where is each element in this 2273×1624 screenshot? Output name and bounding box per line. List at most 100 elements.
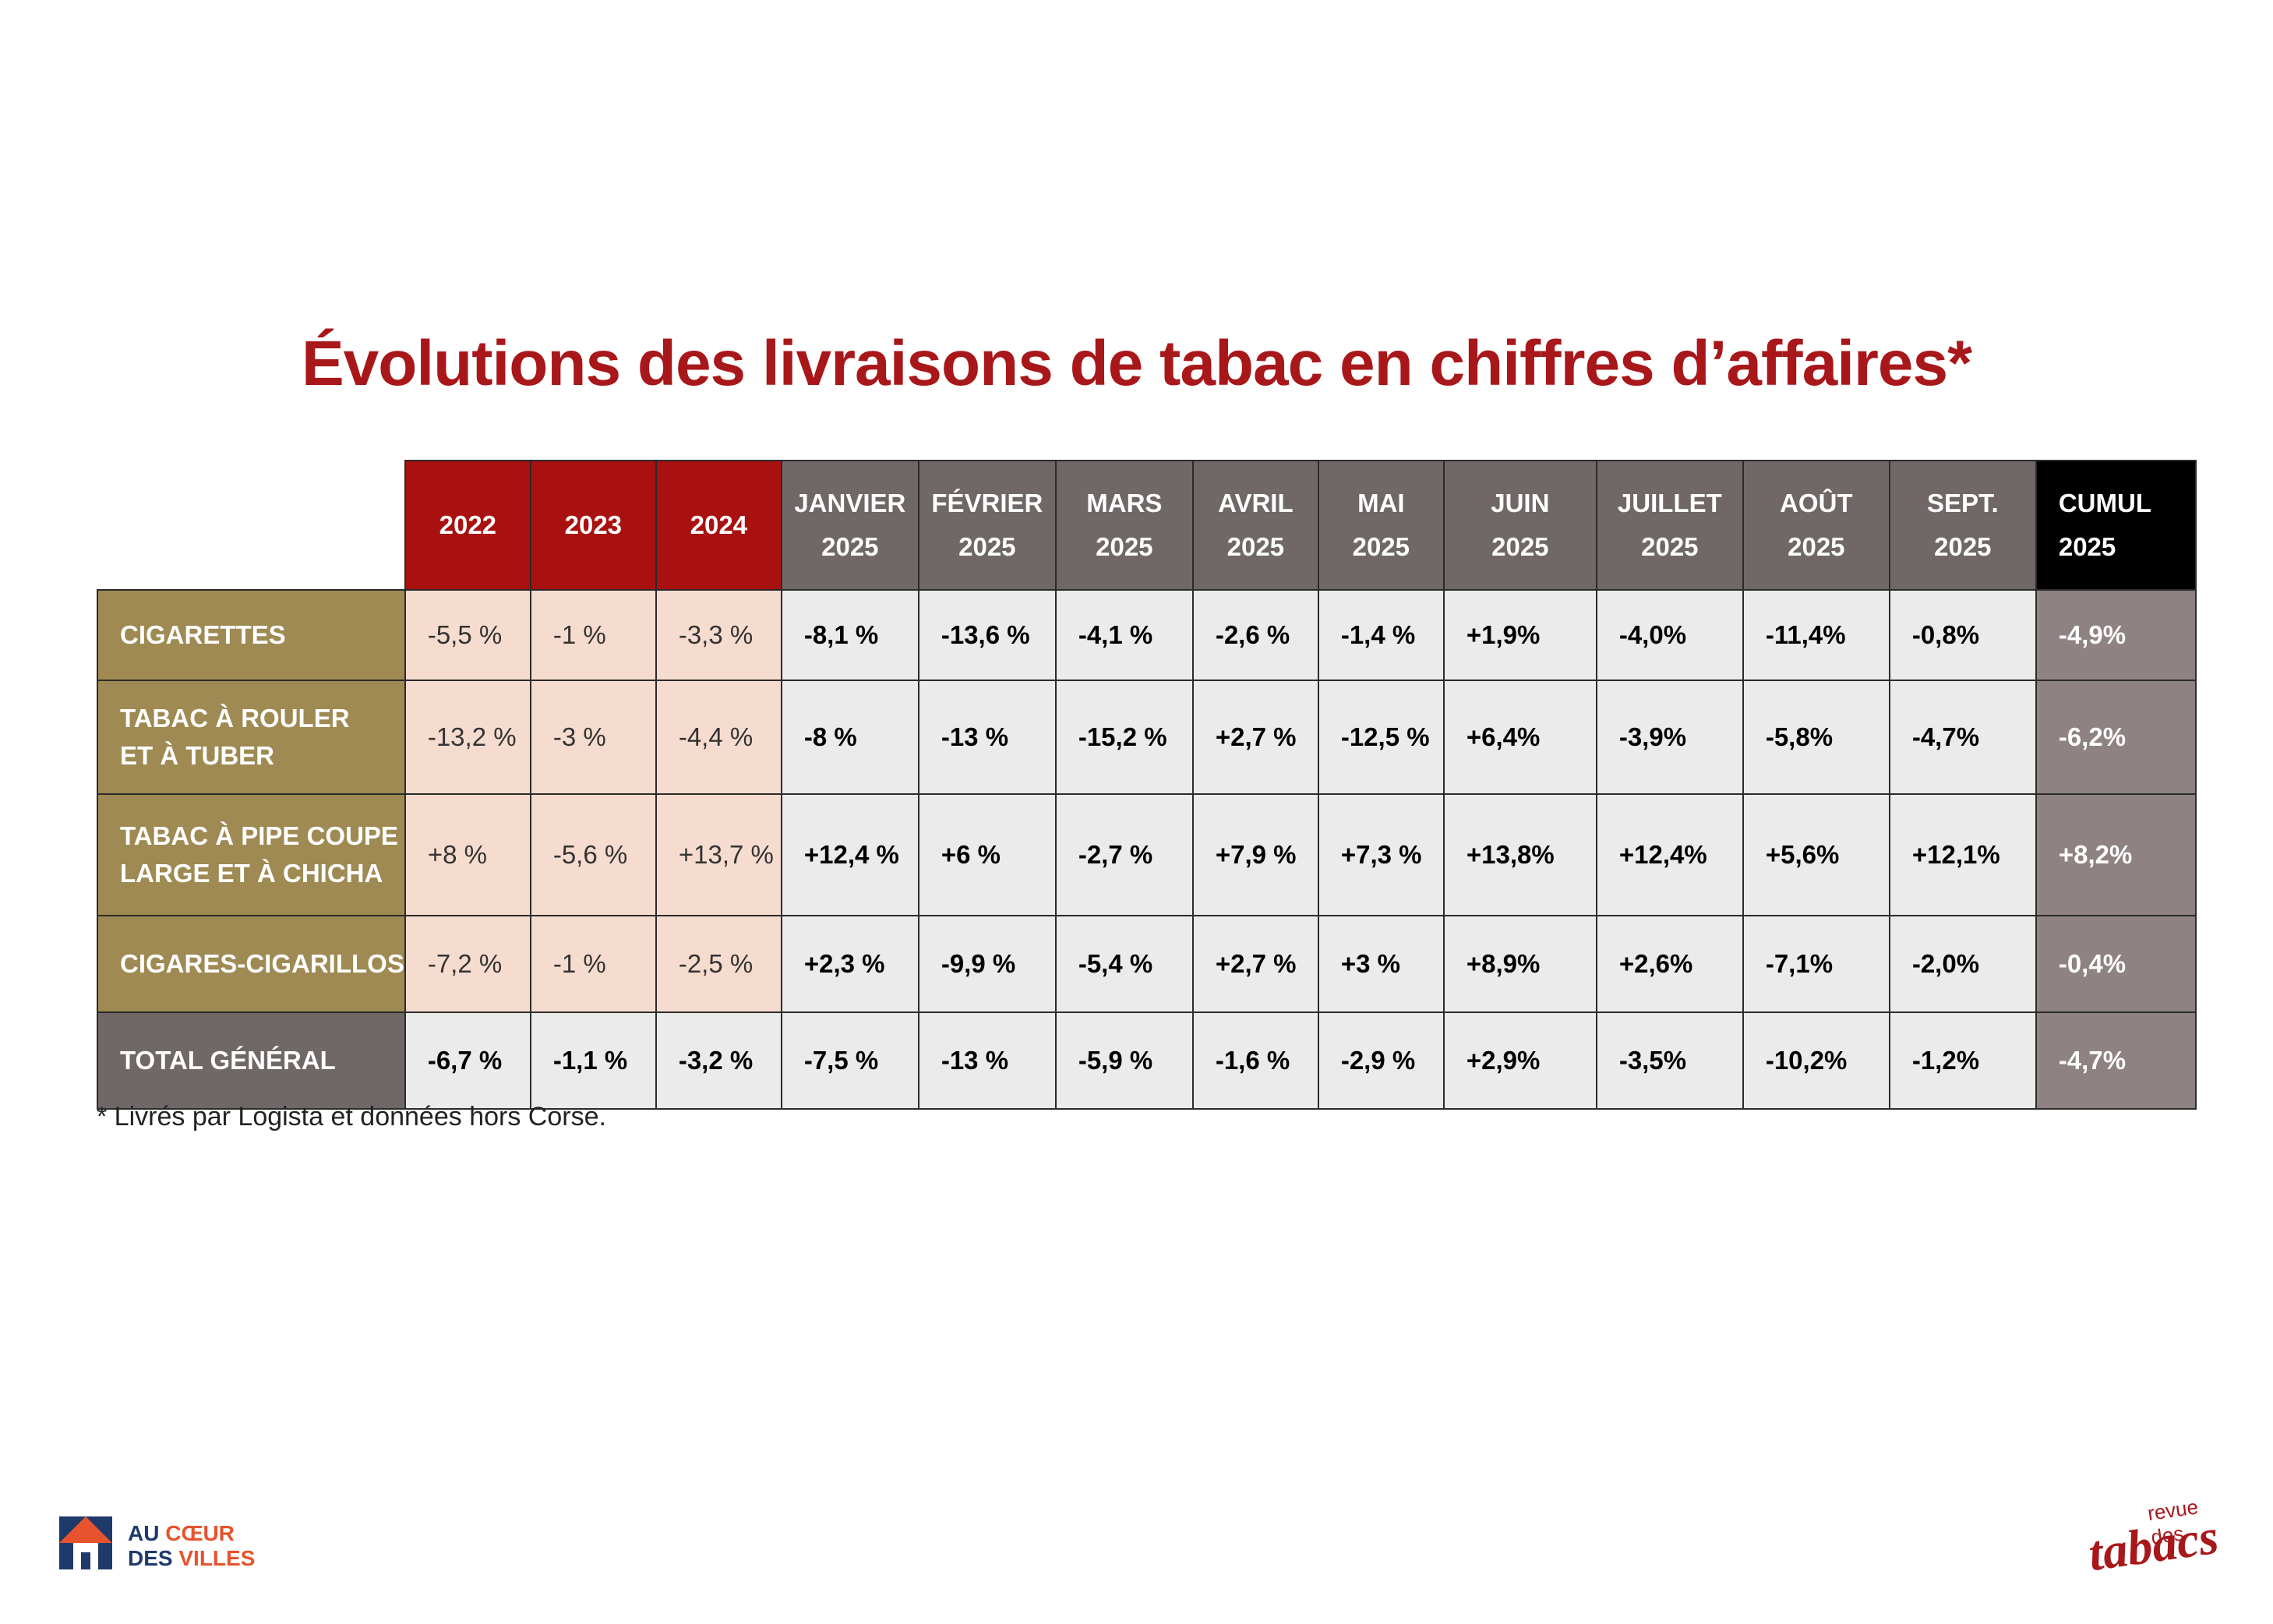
data-cell: -4,4 % <box>655 680 782 795</box>
data-cell: -4,7% <box>1888 680 2037 795</box>
data-cell: -6,2% <box>2035 680 2197 795</box>
column-header-year: 2025 <box>1352 532 1410 561</box>
data-cell: -3,2 % <box>655 1011 782 1110</box>
data-cell: +12,1% <box>1888 793 2037 916</box>
data-cell: +3 % <box>1317 915 1445 1013</box>
data-cell: -3 % <box>529 680 657 795</box>
column-header-label: MAI <box>1357 489 1405 517</box>
table-row: TOTAL GÉNÉRAL -6,7 % -1,1 % -3,2 % -7,5 % -13… <box>97 1011 2197 1110</box>
column-header-label: JUILLET <box>1617 489 1722 517</box>
row-label: CIGARES-CIGARILLOS <box>97 915 406 1013</box>
column-header: 2023 <box>529 460 657 591</box>
data-cell: +13,8% <box>1442 793 1597 916</box>
data-cell: -13,6 % <box>917 589 1057 681</box>
data-cell: -1 % <box>529 915 657 1013</box>
data-cell: -2,7 % <box>1054 793 1194 916</box>
data-cell: -4,9% <box>2035 589 2197 681</box>
column-header-year: 2025 <box>1934 532 1992 561</box>
column-header-year: 2025 <box>958 532 1016 561</box>
data-cell: -3,3 % <box>655 589 782 681</box>
column-header: AOÛT 2025 <box>1742 460 1890 591</box>
data-cell: -13,2 % <box>404 680 531 795</box>
data-cell: +8,9% <box>1442 915 1597 1013</box>
column-header-label: 2022 <box>439 510 497 539</box>
column-header-year: 2025 <box>1641 532 1699 561</box>
column-header: 2024 <box>655 460 782 591</box>
data-table: 2022 2023 2024 JANVIER 2025 FÉVRIER 2025 MARS 20… <box>97 460 2197 1110</box>
data-cell: -2,0% <box>1888 915 2037 1013</box>
data-cell: -7,1% <box>1742 915 1890 1013</box>
row-label: TOTAL GÉNÉRAL <box>97 1011 406 1110</box>
data-cell: +2,3 % <box>780 915 919 1013</box>
column-header: AVRIL 2025 <box>1191 460 1319 591</box>
data-cell: -0,8% <box>1888 589 2037 681</box>
column-header: MAI 2025 <box>1317 460 1445 591</box>
table-row: CIGARES-CIGARILLOS -7,2 % -1 % -2,5 % +2,3 %… <box>97 915 2197 1013</box>
data-cell: -1,2% <box>1888 1011 2037 1110</box>
data-cell: -7,5 % <box>780 1011 919 1110</box>
data-cell: +7,9 % <box>1191 793 1319 916</box>
data-cell: +7,3 % <box>1317 793 1445 916</box>
row-label-line: LARGE ET À CHICHA <box>120 859 383 888</box>
data-cell: -7,2 % <box>404 915 531 1013</box>
footnote: * Livrés par Logista et données hors Cor… <box>97 1102 606 1132</box>
row-label-line: TOTAL GÉNÉRAL <box>120 1046 336 1075</box>
logo-big-text: tabacs <box>2084 1508 2222 1582</box>
data-cell: -12,5 % <box>1317 680 1445 795</box>
column-header: CUMUL 2025 <box>2035 460 2197 591</box>
column-header-label: JUIN <box>1491 489 1550 517</box>
data-cell: -2,6 % <box>1191 589 1319 681</box>
column-header: JANVIER 2025 <box>780 460 919 591</box>
page-title: Évolutions des livraisons de tabac en ch… <box>301 328 1972 399</box>
data-cell: +6 % <box>917 793 1057 916</box>
data-cell: -5,4 % <box>1054 915 1194 1013</box>
data-cell: -5,6 % <box>529 793 657 916</box>
data-cell: -10,2% <box>1742 1011 1890 1110</box>
data-cell: -15,2 % <box>1054 680 1194 795</box>
data-cell: +6,4% <box>1442 680 1597 795</box>
header-corner <box>97 461 405 590</box>
data-cell: -4,7% <box>2035 1011 2197 1110</box>
house-icon <box>59 1516 112 1569</box>
data-cell: -1,6 % <box>1191 1011 1319 1110</box>
column-header-label: MARS <box>1086 489 1163 517</box>
data-cell: -2,9 % <box>1317 1011 1445 1110</box>
data-cell: -8 % <box>780 680 919 795</box>
data-cell: +12,4 % <box>780 793 919 916</box>
data-cell: +2,7 % <box>1191 915 1319 1013</box>
data-cell: -0,4% <box>2035 915 2197 1013</box>
column-header-year: 2025 <box>1227 532 1285 561</box>
column-header: MARS 2025 <box>1054 460 1194 591</box>
data-cell: +2,6% <box>1595 915 1744 1013</box>
column-header: 2022 <box>404 460 531 591</box>
column-header-year: 2025 <box>1096 532 1153 561</box>
data-cell: -13 % <box>917 680 1057 795</box>
table-row: TABAC À PIPE COUPE LARGE ET À CHICHA +8 % -… <box>97 793 2197 916</box>
data-cell: +1,9% <box>1442 589 1597 681</box>
column-header-label: JANVIER <box>794 489 906 517</box>
data-cell: -13 % <box>917 1011 1057 1110</box>
data-cell: -3,9% <box>1595 680 1744 795</box>
column-header-label: AOÛT <box>1780 489 1853 517</box>
column-header-label: CUMUL <box>2058 489 2151 517</box>
row-label-line: TABAC À ROULER <box>120 704 350 733</box>
column-header-year: 2025 <box>1788 532 1845 561</box>
column-header-label: AVRIL <box>1218 489 1294 517</box>
column-header-year: 2025 <box>2058 532 2116 561</box>
column-header: SEPT. 2025 <box>1888 460 2037 591</box>
column-header: FÉVRIER 2025 <box>917 460 1057 591</box>
table-row: TABAC À ROULER ET À TUBER -13,2 % -3 % -4,4 … <box>97 680 2197 795</box>
data-cell: -9,9 % <box>917 915 1057 1013</box>
data-cell: +13,7 % <box>655 793 782 916</box>
row-label-line: TABAC À PIPE COUPE <box>120 821 398 850</box>
data-cell: -5,8% <box>1742 680 1890 795</box>
column-header-label: 2023 <box>564 510 623 539</box>
data-cell: +2,7 % <box>1191 680 1319 795</box>
column-header-year: 2025 <box>1491 532 1549 561</box>
data-cell: +5,6% <box>1742 793 1890 916</box>
data-cell: -2,5 % <box>655 915 782 1013</box>
row-label: TABAC À PIPE COUPE LARGE ET À CHICHA <box>97 793 406 916</box>
row-label: TABAC À ROULER ET À TUBER <box>97 680 406 795</box>
revue-des-tabacs-logo: revue des tabacs <box>2084 1495 2229 1582</box>
data-cell: -11,4% <box>1742 589 1890 681</box>
